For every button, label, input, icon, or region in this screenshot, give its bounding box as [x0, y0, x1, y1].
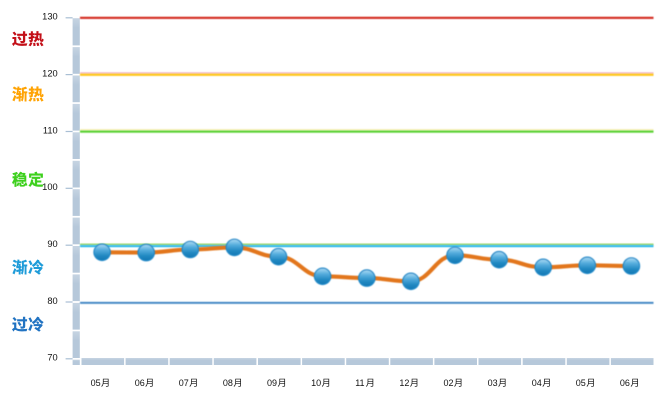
svg-text:02: 02: [444, 378, 454, 388]
svg-text:03: 03: [488, 378, 498, 388]
svg-text:08: 08: [223, 378, 233, 388]
svg-text:10: 10: [311, 378, 321, 388]
svg-text:05: 05: [91, 378, 101, 388]
svg-text:110: 110: [43, 125, 58, 135]
svg-text:05: 05: [576, 378, 586, 388]
svg-text:09: 09: [267, 378, 277, 388]
svg-text:70: 70: [47, 353, 57, 363]
svg-text:80: 80: [47, 296, 57, 306]
svg-text:04: 04: [532, 378, 542, 388]
svg-text:07: 07: [179, 378, 189, 388]
svg-text:12: 12: [399, 378, 409, 388]
svg-text:130: 130: [42, 12, 58, 22]
svg-text:06: 06: [135, 378, 145, 388]
svg-text:120: 120: [42, 68, 58, 78]
svg-text:11: 11: [355, 378, 364, 388]
svg-text:06: 06: [620, 378, 630, 388]
svg-text:90: 90: [47, 239, 57, 249]
svg-text:100: 100: [42, 182, 58, 192]
